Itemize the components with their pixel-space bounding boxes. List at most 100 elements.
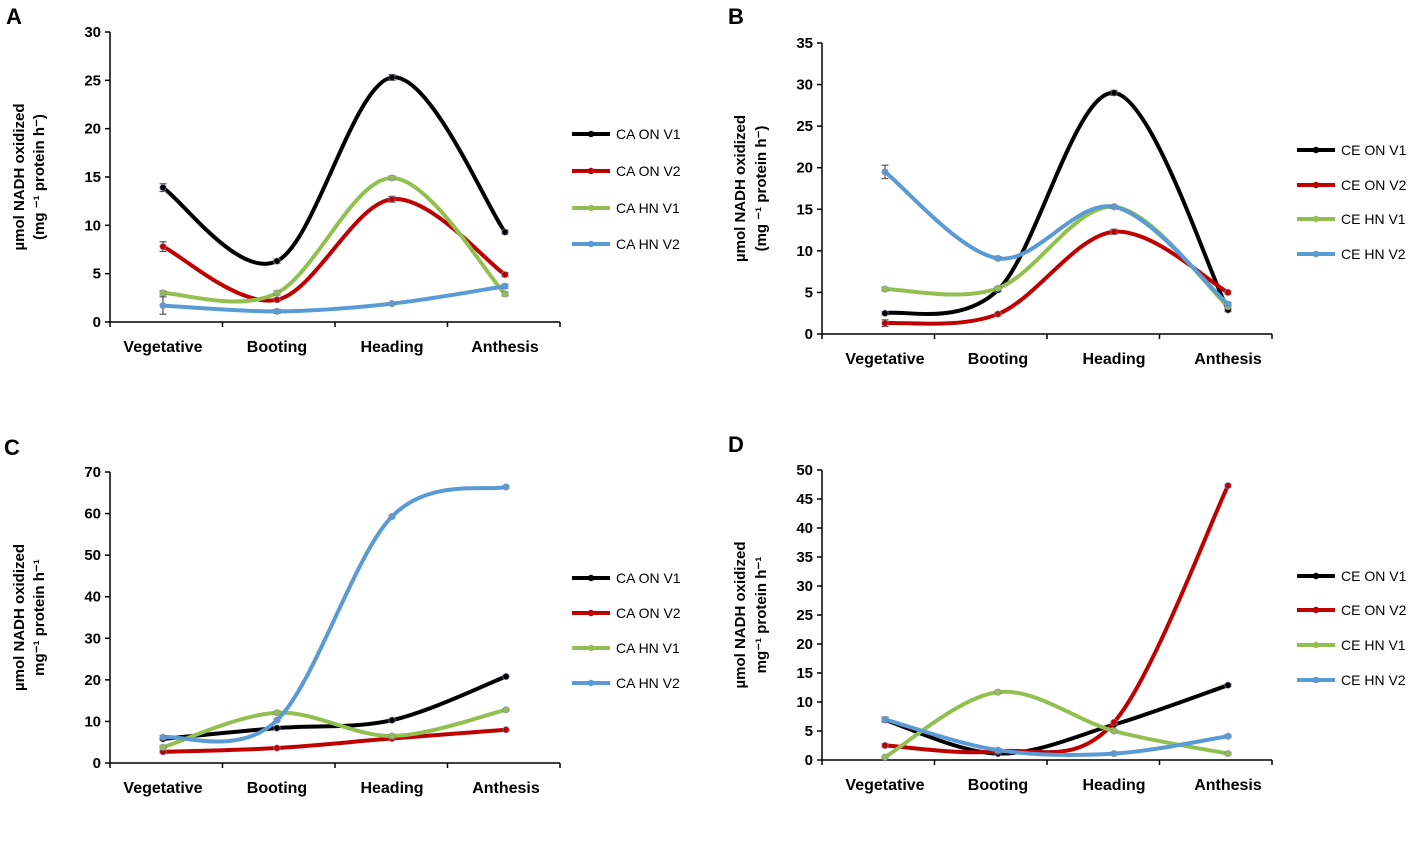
data-point — [388, 732, 396, 740]
y-tick-label: 15 — [84, 169, 101, 186]
legend-label: CA HN V1 — [616, 640, 680, 656]
legend-item: CE ON V1 — [1297, 142, 1407, 158]
panel-label: A — [6, 4, 22, 29]
y-tick-label: 35 — [796, 35, 813, 52]
y-tick-label: 35 — [796, 549, 813, 566]
series-line — [161, 707, 508, 750]
legend-item: CA ON V2 — [572, 605, 681, 621]
legend-item: CA HN V2 — [572, 236, 680, 252]
data-point — [273, 257, 281, 265]
legend-item: CE ON V2 — [1297, 602, 1407, 618]
data-point — [1224, 288, 1232, 296]
data-point — [1224, 732, 1232, 740]
data-point — [1224, 750, 1232, 758]
legend-item: CA ON V1 — [572, 570, 681, 586]
data-point — [502, 726, 510, 734]
series-ca-on-v2 — [159, 195, 509, 304]
legend-label: CA HN V2 — [616, 675, 680, 691]
y-tick-label: 0 — [93, 314, 101, 331]
data-point — [388, 195, 396, 203]
data-point — [273, 709, 281, 717]
data-point — [273, 724, 281, 732]
y-tick-label: 10 — [84, 713, 101, 730]
x-tick-label: Anthesis — [1194, 351, 1262, 368]
legend-marker — [587, 204, 595, 212]
x-tick-label: Booting — [247, 339, 307, 356]
data-point — [159, 243, 167, 251]
x-tick-label: Heading — [1082, 777, 1145, 794]
legend-label: CA HN V2 — [616, 236, 680, 252]
data-point — [994, 284, 1002, 292]
data-point — [1110, 89, 1118, 97]
legend-marker — [587, 167, 595, 175]
data-point — [502, 483, 510, 491]
y-tick-label: 25 — [796, 118, 813, 135]
data-point — [881, 309, 889, 317]
y-tick-label: 30 — [84, 24, 101, 41]
series-ca-on-v1 — [159, 73, 509, 266]
x-tick-label: Vegetative — [123, 339, 202, 356]
series-ce-on-v1 — [881, 89, 1232, 317]
data-point — [273, 744, 281, 752]
legend-marker — [587, 609, 595, 617]
legend-marker — [587, 644, 595, 652]
y-tick-label: 50 — [796, 462, 813, 479]
x-tick-label: Vegetative — [123, 780, 202, 797]
data-point — [273, 307, 281, 315]
y-tick-label: 0 — [805, 752, 813, 769]
legend-label: CA ON V2 — [616, 163, 681, 179]
legend-label: CE ON V2 — [1341, 177, 1407, 193]
y-tick-label: 20 — [84, 672, 101, 689]
y-tick-label: 10 — [796, 243, 813, 260]
series-line — [883, 169, 1230, 307]
y-axis-label-units: mg⁻¹ protein h⁻¹ — [753, 557, 770, 674]
y-tick-label: 15 — [796, 665, 813, 682]
data-point — [1110, 203, 1118, 211]
data-point — [501, 282, 509, 290]
legend-item: CE HN V2 — [1297, 672, 1406, 688]
data-point — [881, 741, 889, 749]
y-tick-label: 40 — [84, 589, 101, 606]
legend-label: CA ON V1 — [616, 126, 681, 142]
data-point — [159, 733, 167, 741]
legend-label: CA HN V1 — [616, 200, 680, 216]
legend-marker — [1312, 641, 1320, 649]
legend-marker — [587, 240, 595, 248]
data-point — [881, 753, 889, 761]
data-point — [1110, 228, 1118, 236]
series-ce-hn-v2 — [881, 164, 1232, 308]
legend-label: CA ON V2 — [616, 605, 681, 621]
panel-label: C — [4, 435, 20, 460]
data-point — [502, 706, 510, 714]
panel-label: B — [728, 4, 744, 29]
legend-item: CE ON V2 — [1297, 177, 1407, 193]
legend-item: CA ON V2 — [572, 163, 681, 179]
y-tick-label: 0 — [93, 755, 101, 772]
y-axis-label: µmol NADH oxidized — [11, 104, 28, 251]
x-tick-label: Heading — [360, 339, 423, 356]
data-point — [159, 302, 167, 310]
series-line — [883, 229, 1230, 326]
legend-marker — [1312, 572, 1320, 580]
legend-marker — [587, 130, 595, 138]
series-ce-on-v2 — [881, 228, 1232, 328]
legend-marker — [587, 679, 595, 687]
x-tick-label: Anthesis — [471, 339, 539, 356]
y-tick-label: 30 — [84, 630, 101, 647]
legend-label: CE ON V2 — [1341, 602, 1407, 618]
x-tick-label: Booting — [247, 780, 307, 797]
series-line — [161, 175, 507, 304]
y-axis-label: µmol NADH oxidized — [732, 115, 749, 262]
panel-label: D — [728, 432, 744, 457]
x-tick-label: Heading — [1082, 351, 1145, 368]
series-line — [883, 717, 1230, 758]
legend-marker — [1312, 606, 1320, 614]
data-point — [881, 319, 889, 327]
legend-label: CE HN V1 — [1341, 211, 1406, 227]
legend-marker — [1312, 250, 1320, 258]
series-ca-hn-v2 — [159, 483, 510, 744]
legend-item: CA HN V2 — [572, 675, 680, 691]
y-tick-label: 10 — [796, 694, 813, 711]
y-axis-label: µmol NADH oxidized — [732, 542, 749, 689]
y-tick-label: 25 — [796, 607, 813, 624]
